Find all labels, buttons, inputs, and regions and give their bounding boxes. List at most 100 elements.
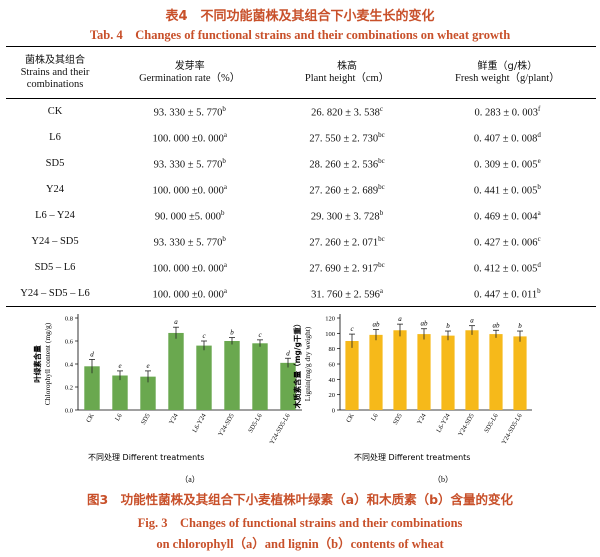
chart-b-sig-letter: ab	[373, 321, 381, 329]
header-strains: 菌株及其组合 Strains and their combinations	[20, 54, 90, 90]
cell-strain: Y24 – SD5 – L6	[20, 287, 90, 299]
header-weight: 鲜重（g/株） Fresh weight（g/plant）	[455, 60, 560, 84]
chart-a-x-tick-label: SD5	[140, 413, 152, 427]
significance-letter: b	[537, 286, 541, 295]
chart-b-bar	[489, 334, 503, 410]
chart-b-bar	[513, 336, 527, 410]
chart-a-sig-letter: d	[90, 350, 94, 358]
chart-b-sig-letter: a	[470, 317, 474, 325]
cell-height: 31. 760 ± 2. 596a	[311, 286, 383, 301]
chart-b-y-tick-label: 80	[329, 346, 336, 353]
chart-a-sig-letter: c	[202, 332, 206, 340]
significance-letter: c	[537, 234, 541, 243]
chart-b-bar	[369, 334, 383, 410]
chart-b-sig-letter: a	[398, 315, 402, 323]
table-row: L6 – Y24 90. 000 ±5. 000b 29. 300 ± 3. 728…	[6, 203, 596, 229]
cell-weight: 0. 412 ± 0. 005d	[473, 260, 541, 275]
chart-b-y-label-cn: 木质素含量（mg/g干重）	[292, 320, 302, 410]
cell-germination: 100. 000 ±0. 000a	[152, 130, 227, 145]
chart-a-sig-letter: c	[258, 331, 262, 339]
chart-b-x-tick-label: Y24	[416, 412, 428, 426]
chart-a-bar	[84, 366, 100, 410]
cell-weight: 0. 441 ± 0. 005b	[473, 182, 541, 197]
cell-weight: 0. 407 ± 0. 008d	[473, 130, 541, 145]
chart-a-y-tick-label: 0.8	[65, 316, 73, 323]
chart-a-sig-letter: e	[118, 362, 121, 370]
chart-a-x-tick-label: SD5-L6	[247, 412, 264, 434]
chart-a-x-tick-label: Y24-SD5-L6	[269, 412, 293, 446]
chart-a-y-label-en: Chlorophyll content (mg/g)	[43, 322, 52, 405]
chart-a-y-tick-label: 0.0	[65, 408, 73, 415]
header-germination: 发芽率 Germination rate（%）	[139, 60, 241, 84]
chart-b-x-tick-label: L6	[370, 412, 380, 422]
significance-letter: c	[379, 105, 383, 113]
cell-strain: SD5	[45, 158, 65, 169]
cell-height: 27. 260 ± 2. 689bc	[309, 182, 385, 197]
cell-height: 27. 690 ± 2. 917bc	[309, 260, 385, 275]
cell-strain: Y24	[45, 184, 65, 195]
table-row: Y24 – SD5 93. 330 ± 5. 770b 27. 260 ± 2. 0…	[6, 229, 596, 255]
chart-a-y-tick-label: 0.2	[65, 385, 73, 392]
cell-germination: 100. 000 ±0. 000a	[152, 260, 227, 275]
chart-b-x-tick-label: SD5	[392, 413, 404, 427]
chart-a-x-tick-label: L6	[114, 412, 124, 422]
cell-strain: Y24 – SD5	[31, 236, 79, 247]
chart-a-x-label: 不同处理 Different treatments	[88, 452, 204, 462]
significance-letter: f	[537, 105, 541, 113]
chart-b-x-tick-label: L6-Y24	[435, 412, 452, 434]
significance-letter: a	[537, 208, 541, 217]
chart-b-bar	[393, 330, 407, 410]
significance-letter: a	[223, 260, 227, 269]
chart-b-y-tick-label: 20	[329, 392, 336, 399]
figure-title-en-1: Fig. 3 Changes of functional strains and…	[137, 516, 463, 530]
cell-height: 27. 550 ± 2. 730bc	[309, 130, 385, 145]
chart-b-sig-letter: b	[518, 322, 522, 330]
chart-b-y-tick-label: 0	[332, 408, 335, 415]
significance-letter: b	[537, 182, 541, 191]
table-title-cn: 表4 不同功能菌株及其组合下小麦生长的变化	[165, 9, 435, 24]
chart-a-y-tick-label: 0.4	[65, 362, 74, 369]
chart-a-x-tick-label: L6-Y24	[191, 412, 208, 434]
significance-letter: b	[222, 156, 226, 165]
chart-b-y-tick-label: 60	[329, 362, 336, 369]
significance-letter: a	[223, 182, 227, 191]
chart-b-bar	[441, 335, 455, 410]
significance-letter: a	[223, 130, 227, 139]
chart-a-sig-letter: b	[230, 329, 234, 337]
chart-b-x-label: 不同处理 Different treatments	[354, 452, 470, 462]
cell-weight: 0. 447 ± 0. 011b	[474, 286, 541, 301]
cell-germination: 100. 000 ±0. 000a	[152, 182, 227, 197]
significance-letter: e	[537, 156, 541, 165]
significance-letter: a	[379, 286, 383, 295]
significance-letter: bc	[378, 182, 385, 191]
cell-height: 26. 820 ± 3. 538c	[311, 105, 383, 119]
chart-a-x-tick-label: Y24	[168, 412, 180, 426]
figure-title-cn: 图3 功能性菌株及其组合下小麦植株叶绿素（a）和木质素（b）含量的变化	[86, 492, 514, 507]
cell-weight: 0. 309 ± 0. 005e	[474, 156, 541, 171]
significance-letter: bc	[378, 156, 385, 165]
chart-b-x-tick-label: SD5-L6	[483, 412, 500, 434]
chart-a-sig-letter: d	[286, 349, 290, 357]
chart-a-x-tick-label: Y24-SD5	[217, 413, 236, 438]
cell-weight: 0. 469 ± 0. 004a	[474, 208, 541, 223]
significance-letter: a	[223, 286, 227, 295]
table-4: 菌株及其组合 Strains and their combinations 发芽率…	[6, 46, 596, 307]
chart-b-y-tick-label: 100	[325, 331, 335, 338]
table-header-row: 菌株及其组合 Strains and their combinations 发芽率…	[6, 47, 596, 99]
chart-b-bar	[465, 330, 479, 410]
chart-a-bar	[280, 362, 296, 410]
cell-germination: 90. 000 ±5. 000b	[154, 208, 225, 223]
table-row: Y24 – SD5 – L6 100. 000 ±0. 000a 31. 760 ±…	[6, 281, 596, 307]
cell-strain: CK	[47, 106, 63, 118]
significance-letter: b	[379, 208, 384, 217]
table-row: SD5 93. 330 ± 5. 770b 28. 260 ± 2. 536bc 0.…	[6, 151, 596, 177]
chart-b-x-tick-label: Y24-SD5-L6	[501, 412, 525, 446]
cell-germination: 100. 000 ±0. 000a	[152, 286, 227, 301]
chart-a-panel-label: （a）	[180, 475, 200, 484]
chart-a-y-tick-label: 0.6	[65, 339, 74, 346]
chart-b-sig-letter: c	[350, 325, 354, 333]
table-title-en: Tab. 4 Changes of functional strains and…	[89, 28, 511, 42]
chart-b-y-label-en: Lignin(mg/g dry weight)	[303, 326, 312, 401]
cell-height: 28. 260 ± 2. 536bc	[309, 156, 385, 171]
